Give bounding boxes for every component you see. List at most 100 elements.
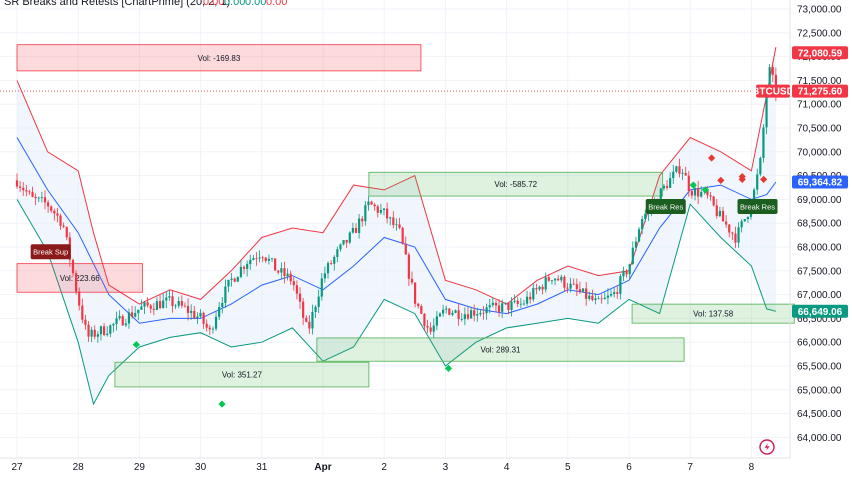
candle-body (594, 298, 597, 300)
candle-body (547, 277, 550, 281)
candle-body (37, 197, 40, 199)
indicator-value-3: 0.00 (245, 0, 266, 8)
candle-body (560, 276, 563, 281)
candle-body (519, 303, 522, 305)
candle-body (183, 305, 187, 307)
candle-body (743, 219, 746, 222)
candle-body (756, 174, 759, 190)
symbol-name-tag (756, 84, 790, 98)
candle-body (417, 303, 420, 307)
candle-body (102, 326, 106, 335)
support-zone (316, 337, 685, 362)
candle-body (684, 172, 687, 176)
candle-body (516, 300, 519, 304)
x-tick-label: Apr (314, 462, 331, 473)
candle-body (199, 312, 202, 317)
candle-body (485, 307, 488, 314)
candle-body (146, 302, 149, 306)
candle-body (239, 266, 243, 277)
candle-body (28, 191, 31, 193)
x-tick-label: 4 (504, 462, 510, 473)
candle-body (221, 302, 224, 308)
candle-body (354, 228, 358, 233)
candle-body (429, 327, 432, 332)
candle-body (361, 218, 364, 222)
candle-body (395, 224, 398, 226)
candle-body (81, 305, 84, 320)
candle-body (659, 188, 662, 204)
candle-body (482, 312, 485, 314)
candle-body (494, 302, 498, 306)
candle-body (448, 308, 451, 315)
candle-body (603, 297, 606, 300)
candle-body (721, 210, 725, 222)
candle-body (619, 276, 622, 294)
y-tick-label: 71,500.00 (797, 76, 842, 87)
candle-body (634, 241, 638, 248)
candle-body (669, 178, 672, 188)
candle-body (158, 301, 162, 309)
y-tick-label: 70,000.00 (797, 147, 842, 158)
candle-body (600, 298, 603, 300)
x-tick-label: 30 (195, 462, 207, 473)
indicator-value-2: 0.00 (224, 0, 245, 8)
chart-header: SR Breaks and Retests [ChartPrime] (20, … (4, 0, 287, 8)
candle-body (712, 196, 715, 206)
candle-body (613, 292, 616, 295)
candle-body (609, 294, 613, 296)
candle-body (358, 218, 361, 233)
candle-body (211, 328, 215, 330)
candle-body (762, 127, 765, 159)
break-badge (30, 244, 71, 260)
candle-body (171, 296, 174, 307)
candle-body (404, 243, 407, 255)
candle-body (578, 289, 582, 292)
candle-body (93, 329, 96, 337)
support-retest-marker (689, 181, 697, 189)
y-tick-label: 73,000.00 (797, 5, 842, 16)
candle-body (149, 305, 152, 309)
x-tick-label: 29 (134, 462, 146, 473)
candle-body (330, 263, 333, 264)
x-tick-label: 27 (11, 462, 23, 473)
candle-body (675, 166, 678, 172)
candle-body (445, 308, 448, 310)
candle-body (143, 302, 146, 307)
replay-icon[interactable] (759, 439, 775, 455)
candle-body (581, 288, 585, 292)
break-badge (645, 199, 686, 215)
candle-body (190, 310, 193, 313)
candle-body (121, 316, 124, 326)
bollinger-upper-line (16, 47, 777, 305)
candle-body (420, 306, 423, 314)
candle-body (597, 298, 600, 300)
candle-body (491, 302, 494, 306)
candle-body (476, 314, 479, 316)
y-tick-label: 71,000.00 (797, 100, 842, 111)
candle-body (737, 227, 740, 243)
candle-body (242, 266, 246, 269)
candle-body (553, 278, 557, 281)
candle-body (298, 293, 302, 302)
candle-body (283, 268, 286, 277)
y-tick-label: 68,500.00 (797, 219, 842, 230)
indicator-value-4: 0.00 (266, 0, 287, 8)
candle-body (522, 303, 526, 305)
candle-body (292, 281, 295, 286)
candle-body (342, 239, 345, 245)
x-axis[interactable]: 27 28 29 30 31 Apr 2 3 4 5 6 7 8 (11, 462, 754, 473)
candle-body (473, 310, 476, 316)
support-retest-marker (701, 186, 710, 194)
candle-body (333, 256, 336, 264)
candle-body (314, 306, 317, 312)
candle-body (305, 317, 308, 322)
candle-body (227, 279, 230, 287)
candle-body (740, 221, 743, 228)
candle-body (165, 297, 168, 301)
candle-body (572, 283, 575, 285)
y-tick-label: 72,500.00 (797, 28, 842, 39)
candle-body (665, 185, 669, 188)
zone-volume-label: Vol: -169.83 (198, 54, 241, 63)
candle-body (323, 273, 327, 279)
